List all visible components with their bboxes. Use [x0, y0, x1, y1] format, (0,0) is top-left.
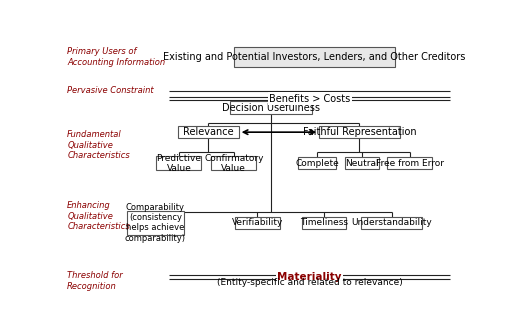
Bar — [156, 157, 201, 170]
Text: Decision Usefulness: Decision Usefulness — [222, 102, 320, 113]
Text: Materiality: Materiality — [277, 272, 341, 282]
Text: Comparability
(consistency
helps achieve
comparability): Comparability (consistency helps achieve… — [125, 203, 185, 243]
Text: Predictive
Value: Predictive Value — [156, 154, 201, 173]
Bar — [233, 47, 394, 67]
Text: Complete: Complete — [294, 159, 338, 168]
Text: Fundamental
Qualitative
Characteristics: Fundamental Qualitative Characteristics — [67, 130, 130, 160]
Bar — [319, 126, 399, 138]
Bar — [302, 216, 345, 229]
Text: Understandability: Understandability — [351, 218, 431, 227]
Text: Free from Error: Free from Error — [375, 159, 443, 168]
Text: Existing and Potential Investors, Lenders, and Other Creditors: Existing and Potential Investors, Lender… — [163, 52, 465, 62]
Text: Timeliness: Timeliness — [299, 218, 347, 227]
Text: Verifiability: Verifiability — [231, 218, 282, 227]
Text: Primary Users of
Accounting Information: Primary Users of Accounting Information — [67, 47, 165, 67]
Text: Threshold for
Recognition: Threshold for Recognition — [67, 271, 123, 291]
Bar — [127, 211, 183, 235]
Text: Confirmatory
Value: Confirmatory Value — [204, 154, 263, 173]
Bar — [361, 216, 422, 229]
Text: Relevance: Relevance — [183, 127, 233, 137]
Text: Neutral: Neutral — [344, 159, 378, 168]
Bar — [211, 157, 256, 170]
Bar — [387, 157, 432, 169]
Text: (Entity-specific and related to relevance): (Entity-specific and related to relevanc… — [216, 278, 401, 287]
Bar — [298, 157, 335, 169]
Bar — [178, 126, 238, 138]
Text: Enhancing
Qualitative
Characteristics: Enhancing Qualitative Characteristics — [67, 201, 130, 231]
Bar — [234, 216, 279, 229]
Bar — [345, 157, 378, 169]
Text: Faithful Representation: Faithful Representation — [302, 127, 415, 137]
Text: Benefits > Costs: Benefits > Costs — [268, 93, 349, 103]
Bar — [229, 101, 312, 114]
Text: Pervasive Constraint: Pervasive Constraint — [67, 86, 154, 95]
